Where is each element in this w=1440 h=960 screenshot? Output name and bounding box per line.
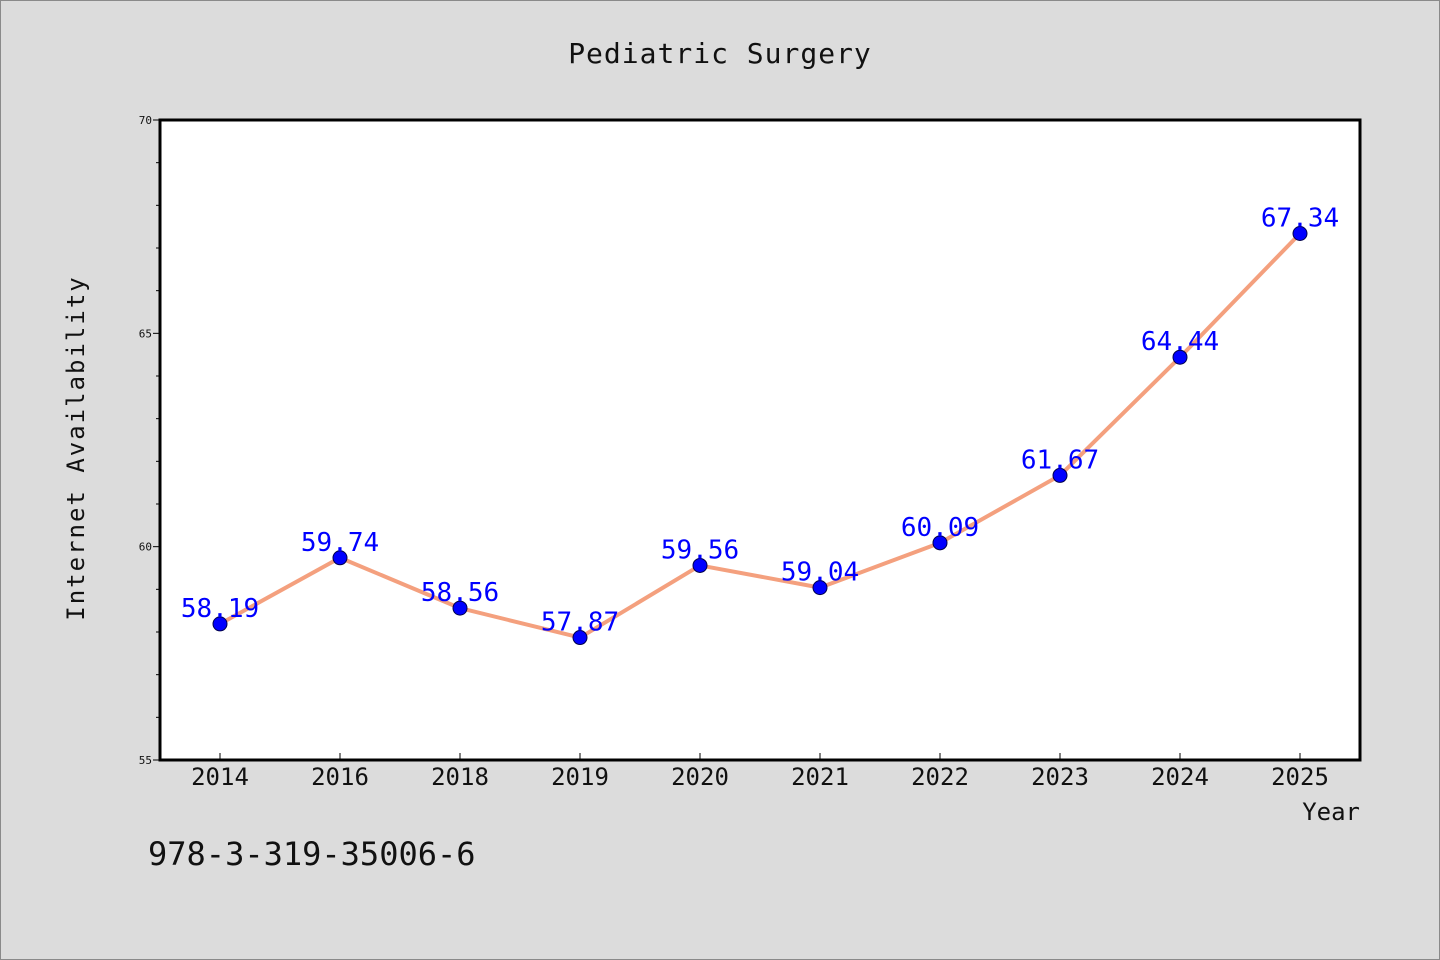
y-axis-label: Internet Availability (62, 275, 90, 620)
y-tick-label: 70 (139, 114, 152, 127)
chart-title: Pediatric Surgery (568, 37, 872, 70)
data-label: 58.19 (181, 594, 259, 624)
y-axis-ticks: 55 60 65 70 (139, 114, 160, 767)
data-point (1292, 225, 1308, 241)
series-line (218, 231, 1302, 640)
data-label: 59.74 (301, 528, 379, 558)
x-tick-label: 2018 (431, 763, 489, 791)
data-label: 60.09 (901, 513, 979, 543)
x-axis-ticks: 2014 2016 2018 2019 2020 2021 2022 2023 2024 2025 (191, 753, 1329, 791)
x-tick-label: 2023 (1031, 763, 1089, 791)
x-tick-label: 2022 (911, 763, 969, 791)
data-label: 61.67 (1021, 445, 1099, 475)
data-label: 67.34 (1261, 203, 1339, 233)
data-label: 59.56 (661, 535, 739, 565)
y-tick-label: 60 (139, 541, 152, 554)
plot-area (158, 118, 1362, 762)
data-point (332, 550, 348, 566)
data-point (692, 557, 708, 573)
x-tick-label: 2014 (191, 763, 249, 791)
data-label: 57.87 (541, 608, 619, 638)
isbn-text: 978-3-319-35006-6 (148, 835, 476, 873)
data-label: 64.44 (1141, 327, 1219, 357)
data-point (932, 535, 948, 551)
data-markers (212, 225, 1308, 646)
x-tick-label: 2016 (311, 763, 369, 791)
x-tick-label: 2025 (1271, 763, 1329, 791)
x-axis-label: Year (1302, 798, 1360, 826)
x-tick-label: 2021 (791, 763, 849, 791)
data-point (572, 630, 588, 646)
data-labels: 58.19 59.74 58.56 57.87 59.56 59.04 60.09 61.67… (181, 203, 1339, 637)
x-tick-label: 2020 (671, 763, 729, 791)
data-point (212, 616, 228, 632)
y-minor-ticks (156, 162, 160, 718)
data-point (452, 600, 468, 616)
data-point (1052, 467, 1068, 483)
x-tick-label: 2024 (1151, 763, 1209, 791)
data-label: 59.04 (781, 558, 859, 588)
x-tick-label: 2019 (551, 763, 609, 791)
data-label: 58.56 (421, 578, 499, 608)
y-tick-label: 65 (139, 327, 152, 340)
data-point (812, 580, 828, 596)
data-point (1172, 349, 1188, 365)
series-line-group (218, 231, 1302, 640)
y-tick-label: 55 (139, 754, 152, 767)
